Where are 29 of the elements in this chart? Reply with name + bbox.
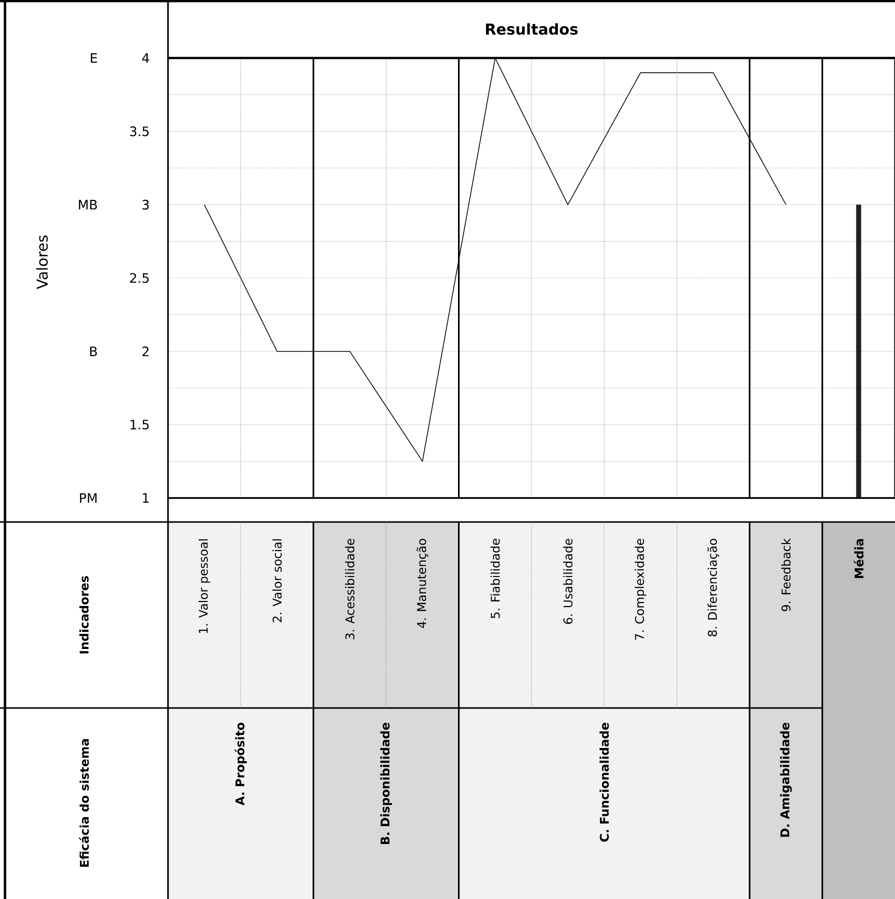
text: B (90, 346, 97, 356)
text: C. Funcionalidade (600, 722, 609, 842)
x-tick-label: 1. Valor pessoal (198, 539, 210, 634)
y-tick-label: 1 (142, 493, 149, 503)
y-tick-label: 3.5 (130, 126, 149, 136)
y-tick-label: 4 (142, 53, 150, 63)
text: A. Propósito (234, 722, 247, 806)
x-tick-label: 7. Complexidade (634, 538, 646, 640)
y-tick-label: 1.5 (130, 420, 149, 430)
text: PM (80, 493, 97, 503)
chart-title: Resultados (486, 23, 578, 35)
text: Indicadores (79, 576, 89, 654)
text: Eficácia do sistema (79, 739, 89, 867)
x-tick-label: 3. Acessibilidade (345, 538, 354, 640)
y-tick-label: 2.5 (130, 273, 149, 283)
x-tick-label: 9. Feedback (781, 538, 791, 612)
x-tick-label: 8. Diferenciação (707, 538, 720, 636)
text: Valores (36, 235, 48, 290)
text: D. Amigabilidade (780, 722, 792, 837)
text: MB (78, 200, 97, 210)
text: E (90, 53, 97, 63)
x-tick-label: Média (854, 539, 864, 578)
y-tick-label: 3 (142, 200, 149, 210)
x-tick-label: 4. Manutenção (416, 538, 428, 628)
x-tick-label: 6. Usabilidade (563, 538, 572, 624)
x-tick-label: 5. Fiabilidade (490, 538, 500, 618)
x-tick-label: 2. Valor social (272, 539, 282, 622)
y-tick-label: 2 (142, 346, 148, 356)
text: B. Disponibilidade (380, 722, 392, 844)
